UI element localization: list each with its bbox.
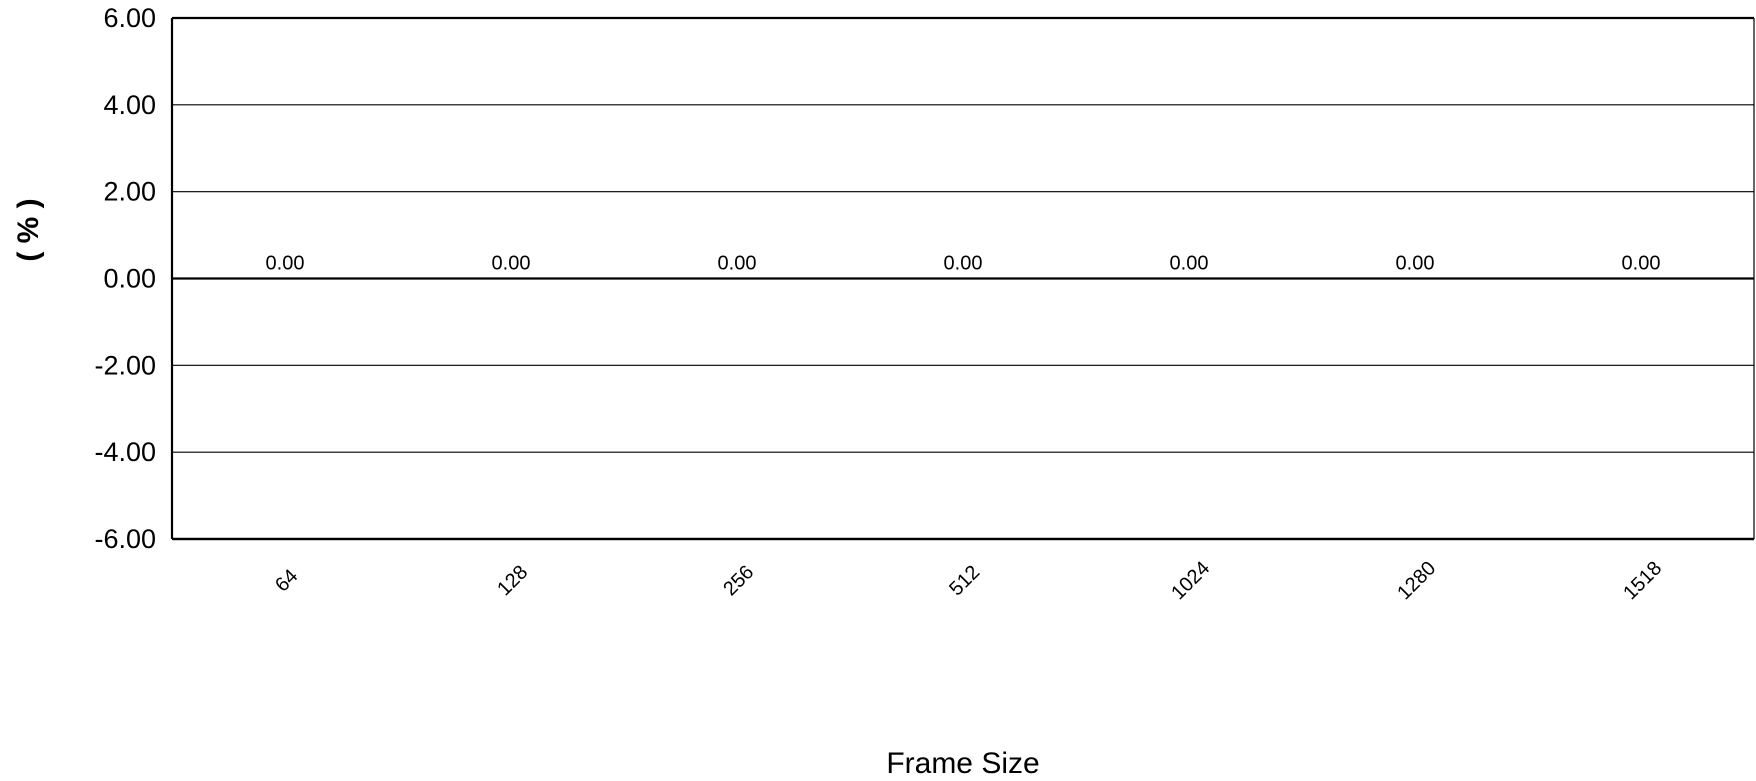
x-tick-label: 1518 [1619,557,1666,604]
y-tick-label: -2.00 [94,350,156,380]
data-label: 0.00 [266,253,305,275]
y-tick-label: 2.00 [103,177,156,207]
x-tick-label: 64 [271,565,302,596]
x-tick-label: 1024 [1167,557,1214,604]
y-tick-label: 0.00 [103,264,156,294]
x-tick-label: 128 [493,561,532,600]
axes [170,18,1754,541]
y-tick-labels: 6.00 4.00 2.00 0.00 -2.00 -4.00 -6.00 [94,3,156,554]
data-label: 0.00 [1396,253,1435,275]
y-tick-label: 4.00 [103,90,156,120]
data-label: 0.00 [1622,253,1661,275]
data-label: 0.00 [944,253,983,275]
y-tick-label: -6.00 [94,524,156,554]
data-label: 0.00 [492,253,531,275]
x-tick-label: 256 [719,561,758,600]
x-axis-title: Frame Size [886,747,1039,780]
data-label: 0.00 [1170,253,1209,275]
y-tick-label: 6.00 [103,3,156,33]
y-axis-title: ( % ) [12,198,45,261]
x-tick-labels: 64 128 256 512 1024 1280 1518 [271,557,1666,604]
y-tick-label: -4.00 [94,437,156,467]
x-tick-label: 512 [945,561,984,600]
gridlines [172,16,1755,541]
data-label: 0.00 [718,253,757,275]
data-labels: 0.00 0.00 0.00 0.00 0.00 0.00 0.00 [266,253,1661,275]
x-tick-label: 1280 [1393,557,1440,604]
